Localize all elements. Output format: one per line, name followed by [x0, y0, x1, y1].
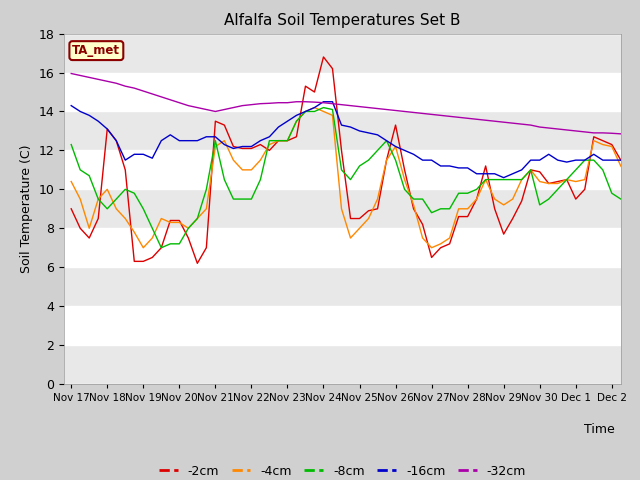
Text: TA_met: TA_met	[72, 44, 120, 57]
X-axis label: Time: Time	[584, 422, 615, 435]
Bar	[64, 345, 621, 384]
Bar	[64, 34, 621, 72]
Bar	[64, 111, 621, 150]
Title: Alfalfa Soil Temperatures Set B: Alfalfa Soil Temperatures Set B	[224, 13, 461, 28]
Legend: -2cm, -4cm, -8cm, -16cm, -32cm: -2cm, -4cm, -8cm, -16cm, -32cm	[154, 460, 531, 480]
Y-axis label: Soil Temperature (C): Soil Temperature (C)	[20, 144, 33, 273]
Bar	[64, 267, 621, 306]
Bar	[64, 189, 621, 228]
